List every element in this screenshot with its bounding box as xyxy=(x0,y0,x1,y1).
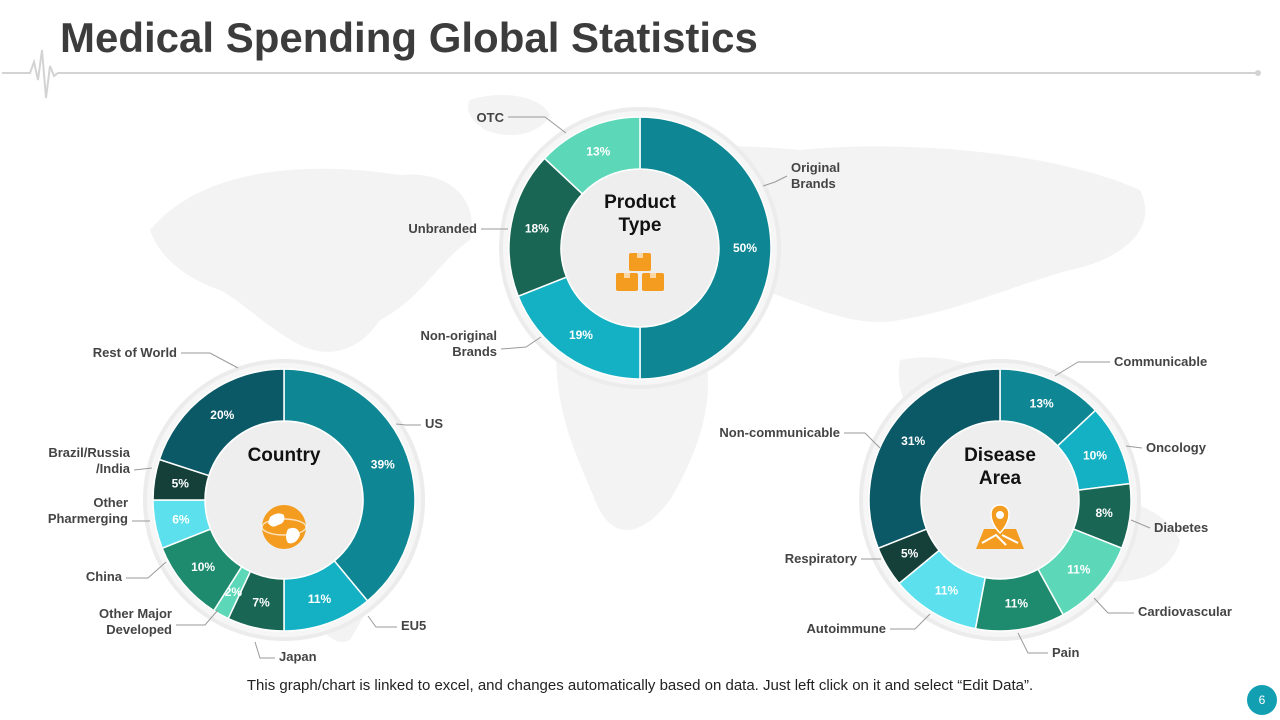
country-value-label: 2% xyxy=(225,585,243,599)
disease-value-label: 8% xyxy=(1096,506,1114,520)
map-pin-icon xyxy=(976,504,1024,549)
country-center-title: Country xyxy=(248,445,321,466)
product-category-label: Unbranded xyxy=(408,221,477,236)
leader-line xyxy=(133,467,153,471)
center-disk xyxy=(206,422,362,578)
leader-line xyxy=(181,352,239,369)
disease-category-label: Oncology xyxy=(1146,440,1207,455)
disease-category-label: Autoimmune xyxy=(807,621,886,636)
globe-icon xyxy=(261,505,307,549)
disease-value-label: 13% xyxy=(1030,397,1054,411)
leader-line xyxy=(1054,361,1110,377)
disease-center-title: Disease Area xyxy=(964,445,1036,489)
leader-line xyxy=(395,423,421,426)
disease-slice-non-communicable[interactable] xyxy=(868,368,1001,550)
disease-category-label: Diabetes xyxy=(1154,520,1208,535)
country-value-label: 7% xyxy=(252,595,270,609)
leader-line xyxy=(762,175,788,187)
disease-value-label: 11% xyxy=(1067,562,1091,576)
disease-donut-chart: 13% Communicable 10% Oncology 8% Diabetes 11% C… xyxy=(719,354,1232,660)
country-value-label: 11% xyxy=(308,592,332,606)
country-category-label: Other Major Developed xyxy=(99,606,172,637)
leader-line xyxy=(1125,445,1143,449)
disease-category-label: Pain xyxy=(1052,645,1080,660)
leader-line xyxy=(1093,597,1134,614)
country-slice-rest-of-world[interactable] xyxy=(158,368,285,477)
disease-category-label: Non-communicable xyxy=(719,425,840,440)
disease-value-label: 11% xyxy=(1005,597,1029,611)
product-slice-original-brands[interactable] xyxy=(639,116,772,380)
header-rule xyxy=(2,49,1261,99)
disease-value-label: 11% xyxy=(935,583,959,597)
leader-line xyxy=(176,609,219,626)
product-value-label: 18% xyxy=(525,221,549,235)
leader-line xyxy=(254,641,275,659)
country-category-label: Japan xyxy=(279,649,317,664)
disease-category-label: Cardiovascular xyxy=(1138,604,1232,619)
product-donut-chart: 50% Original Brands 19% Non-original Brands 18… xyxy=(408,107,840,389)
country-donut-chart: 39% US 11% EU5 7% Japan 2% Other Major Developed… xyxy=(48,345,444,664)
center-disk xyxy=(562,170,718,326)
disease-value-label: 31% xyxy=(901,434,925,448)
product-category-label: OTC xyxy=(477,110,505,125)
leader-line xyxy=(1017,632,1048,654)
country-category-label: China xyxy=(86,569,123,584)
country-value-label: 10% xyxy=(191,560,215,574)
country-value-label: 5% xyxy=(172,477,190,491)
leader-line xyxy=(1130,519,1151,529)
product-slice-otc[interactable] xyxy=(543,116,641,195)
country-category-label: Rest of World xyxy=(93,345,177,360)
center-disk xyxy=(922,422,1078,578)
leader-line xyxy=(890,613,931,630)
product-value-label: 19% xyxy=(569,328,593,342)
country-category-label: EU5 xyxy=(401,618,426,633)
country-value-label: 20% xyxy=(210,408,234,422)
product-category-label: Original Brands xyxy=(791,160,840,191)
product-value-label: 50% xyxy=(733,241,757,255)
country-category-label: US xyxy=(425,416,443,431)
slide-title: Medical Spending Global Statistics xyxy=(60,14,758,61)
product-category-label: Non-original Brands xyxy=(420,328,497,359)
leader-line xyxy=(508,116,567,134)
leader-line xyxy=(367,615,397,628)
leader-line xyxy=(500,336,542,350)
footer-note: This graph/chart is linked to excel, and… xyxy=(246,677,1034,694)
product-value-label: 13% xyxy=(586,145,610,159)
country-category-label: Brazil/Russia/India xyxy=(48,445,130,476)
product-center-title: Product Type xyxy=(604,192,676,236)
page-number-badge: 6 xyxy=(1247,685,1277,715)
disease-value-label: 10% xyxy=(1083,448,1107,462)
boxes-icon xyxy=(616,253,664,291)
country-slice-us[interactable] xyxy=(283,368,416,602)
country-category-label: Other Pharmerging xyxy=(48,495,128,526)
country-value-label: 39% xyxy=(371,457,395,471)
leader-line xyxy=(844,432,881,449)
leader-line xyxy=(126,561,167,579)
disease-category-label: Respiratory xyxy=(785,551,858,566)
country-value-label: 6% xyxy=(172,513,190,527)
disease-value-label: 5% xyxy=(901,546,919,560)
disease-category-label: Communicable xyxy=(1114,354,1207,369)
